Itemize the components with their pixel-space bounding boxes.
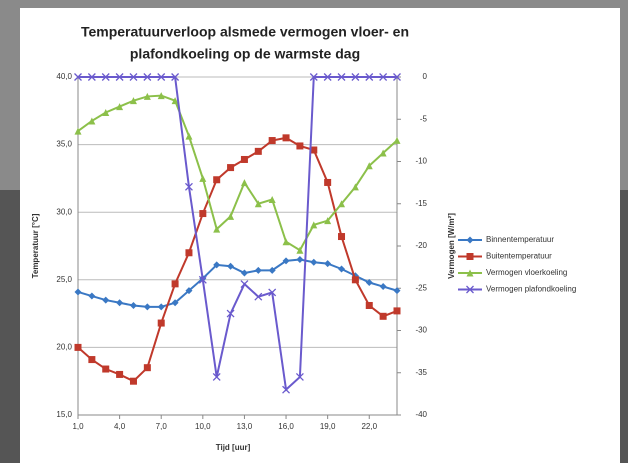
legend-label: Buitentemperatuur	[486, 252, 552, 261]
marker	[144, 364, 151, 371]
y2-tick-label: -20	[415, 241, 427, 250]
legend-label: Vermogen vloerkoeling	[486, 268, 567, 277]
marker	[227, 164, 234, 171]
y2-tick-label: 0	[423, 72, 428, 81]
y2-tick-label: -5	[420, 114, 428, 123]
y-tick-label: 30,0	[56, 207, 72, 216]
marker	[199, 210, 206, 217]
marker	[172, 280, 179, 287]
x-tick-label: 7,0	[156, 422, 168, 431]
x-tick-label: 10,0	[195, 422, 211, 431]
x-tick-label: 13,0	[237, 422, 253, 431]
x-tick-label: 19,0	[320, 422, 336, 431]
marker	[255, 148, 262, 155]
marker	[467, 253, 474, 260]
y-tick-label: 40,0	[56, 72, 72, 81]
marker	[116, 371, 123, 378]
marker	[269, 137, 276, 144]
y-tick-label: 25,0	[56, 275, 72, 284]
legend-label: Vermogen plafondkoeling	[486, 285, 576, 294]
x-tick-label: 22,0	[361, 422, 377, 431]
legend-label: Binnentemperatuur	[486, 235, 554, 244]
y-tick-label: 15,0	[56, 410, 72, 419]
y-tick-label: 35,0	[56, 140, 72, 149]
marker	[324, 179, 331, 186]
marker	[352, 276, 359, 283]
y-tick-label: 20,0	[56, 343, 72, 352]
chart-title: Temperatuurverloop alsmede vermogen vloe…	[81, 24, 409, 40]
marker	[380, 313, 387, 320]
chart: Temperatuurverloop alsmede vermogen vloe…	[0, 0, 628, 463]
marker	[283, 134, 290, 141]
y2-tick-label: -10	[415, 157, 427, 166]
y2-tick-label: -25	[415, 283, 427, 292]
y-axis-label: Temperatuur [°C]	[31, 213, 40, 278]
x-tick-label: 1,0	[72, 422, 84, 431]
y2-tick-label: -30	[415, 326, 427, 335]
marker	[130, 378, 137, 385]
marker	[338, 233, 345, 240]
y2-axis-label: Vermogen [W/m²]	[447, 213, 456, 279]
x-tick-label: 16,0	[278, 422, 294, 431]
x-tick-label: 4,0	[114, 422, 126, 431]
marker	[213, 176, 220, 183]
x-axis-label: Tijd [uur]	[216, 443, 251, 452]
marker	[296, 142, 303, 149]
marker	[102, 366, 109, 373]
marker	[241, 156, 248, 163]
y2-tick-label: -15	[415, 199, 427, 208]
marker	[158, 320, 165, 327]
y2-tick-label: -40	[415, 410, 427, 419]
marker	[394, 307, 401, 314]
chart-title: plafondkoeling op de warmste dag	[130, 46, 360, 62]
marker	[88, 356, 95, 363]
marker	[75, 344, 82, 351]
marker	[185, 249, 192, 256]
marker	[366, 302, 373, 309]
y2-tick-label: -35	[415, 368, 427, 377]
